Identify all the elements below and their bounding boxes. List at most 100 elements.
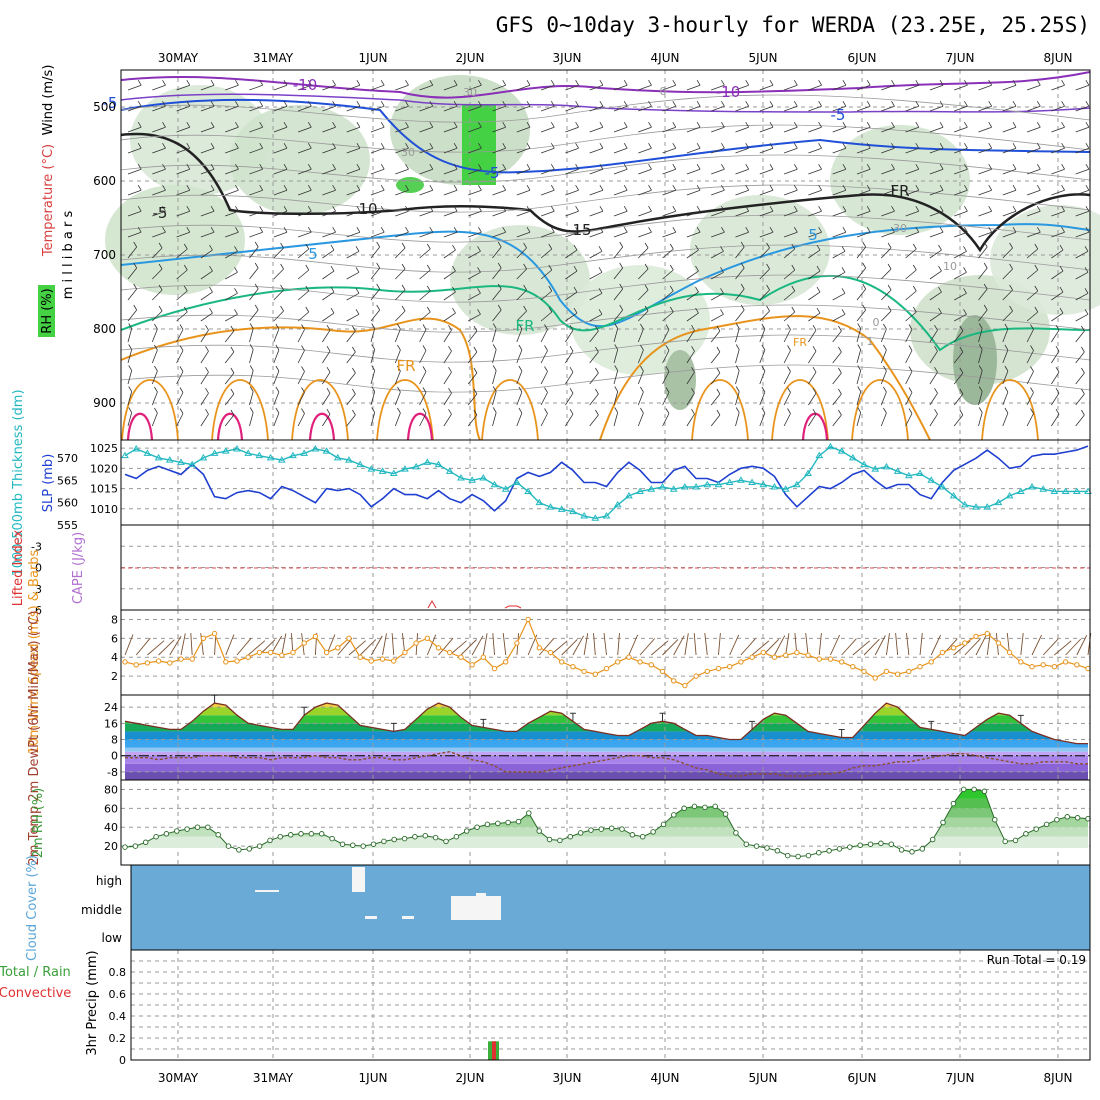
wind-barb [200,184,215,196]
wind-barb [783,205,798,217]
wind-barb [759,142,774,154]
warm-contour [771,379,829,441]
thickness-point [1072,487,1081,494]
wind-barb [516,365,523,385]
humidity-point [484,821,491,828]
rh-contour [120,214,1091,243]
wind-barb [1026,205,1041,217]
wind-barb [152,284,163,301]
thickness-point [468,476,477,483]
humidity-band-group [125,789,1088,848]
thickness-line [124,445,1088,520]
wind-barb [565,286,578,301]
wind-barb [540,306,553,322]
wind-barb [589,346,599,364]
wind-speed-point [682,682,688,689]
temperature-bands [125,703,1088,780]
wind-barb [297,79,312,91]
wind-speed-point [872,675,878,681]
wind-barb [759,184,774,196]
wind-speed-point [256,649,263,656]
wind-barb [200,226,215,238]
temperature-label: Temperature (°C) [41,144,56,257]
humidity-point [287,832,294,838]
wind-speed-point [279,652,285,658]
wind-barb [492,323,497,343]
wind-barb [443,324,452,343]
wind-barb [589,184,604,196]
wind-barb [1026,324,1034,343]
cloud-gap [352,867,365,892]
wind-barb [978,304,988,322]
wind-speed-point [995,640,1002,646]
wind-speed-point [984,630,990,637]
wind-barb [395,242,406,259]
wind-speed-point [525,616,531,623]
wind-barb [856,241,867,259]
wind-barb [808,345,817,364]
temperature-axis-label: 2m Temp 2m DewPt (6hr Min/Max) (°C) [27,611,42,866]
wind-barb [540,79,555,91]
wind-barb [297,345,305,364]
pressure-tick: 500 [93,100,116,114]
wind-barb [1002,205,1017,217]
wind-barb [540,243,553,259]
wind-barb [540,163,555,175]
wind-barb [808,408,817,427]
cape-mark [504,605,522,609]
wind-barb [565,205,579,217]
thickness-point [244,449,253,456]
wind-barb [710,325,721,343]
cape-label: CAPE (J/kg) [71,532,86,604]
wind-barb [540,285,553,301]
wind-barb [589,226,604,238]
thickness-point [815,451,824,459]
bottom-date-label: 1JUN [359,1071,388,1085]
bottom-date-label: 7JUN [946,1071,975,1085]
wind-barb [419,121,434,133]
wind-barb [929,100,944,112]
humidity-point [381,838,387,845]
humidity-series [122,786,1091,860]
wind-barb [638,121,652,133]
wind-barb [346,409,356,427]
wind-barb [808,163,822,175]
wind-barb [759,344,766,364]
wind-barb [176,387,184,406]
wind-barb [249,184,264,196]
wind-barb [881,263,892,280]
surface-barb [190,632,193,656]
wind-barb [686,79,701,91]
surface-barb [693,633,697,656]
wind-barb [905,366,913,385]
surface-barb [662,639,679,656]
humidity-point [339,841,346,847]
contour-label: -10 [293,76,318,94]
surface-barb [471,635,484,656]
wind-barb [127,121,142,133]
top-date-label: 6JUN [848,51,877,65]
wind-barb [565,142,579,154]
wind-speed-point [727,664,733,670]
wind-speed-point [413,640,419,646]
surface-barb [953,640,971,656]
wind-barb [394,365,401,385]
thickness-point [210,449,219,456]
wind-barb [176,205,191,217]
temperature-band [125,723,1088,732]
surface-barb [583,633,589,656]
wind-barb [1051,345,1060,364]
wind-barb [856,283,867,301]
wind-barb [565,244,578,259]
contour-minus10b [120,93,1091,113]
thickness-point [546,503,555,510]
wind-barb [759,242,770,259]
wind-barb [978,100,993,112]
wind-barb [1051,324,1060,343]
wind-barb [152,305,163,322]
wind-barb [856,100,871,112]
temperature-line [124,702,1088,745]
wind-barb [540,184,555,196]
bottom-date-label: 6JUN [848,1071,877,1085]
